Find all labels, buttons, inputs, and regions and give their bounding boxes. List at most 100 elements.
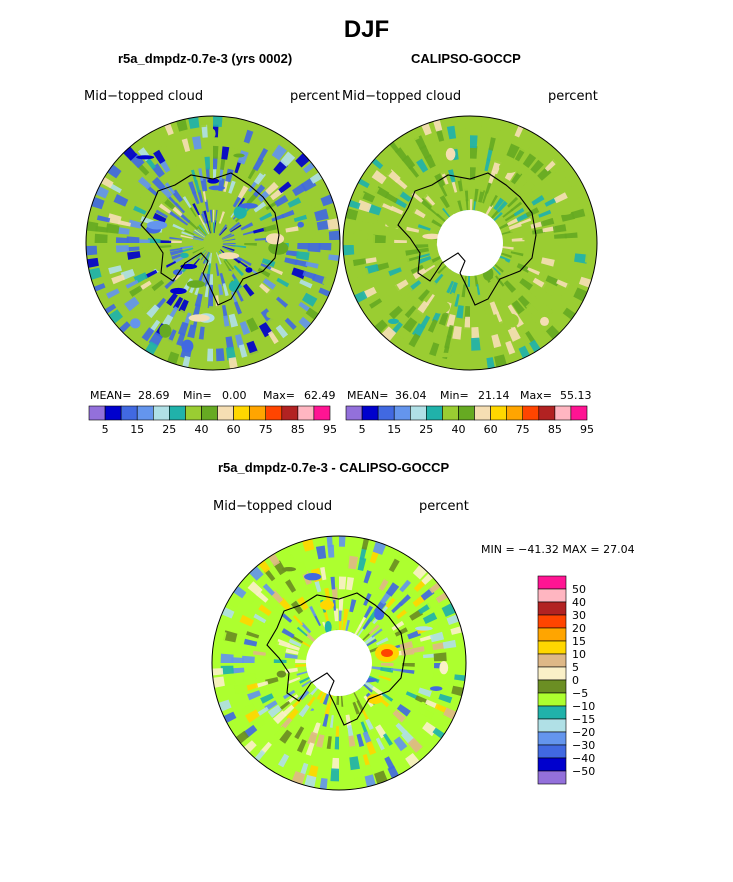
field-patch	[390, 205, 404, 215]
colorbar-tick-label: 25	[162, 423, 176, 436]
colorbar-tick-label: 50	[572, 583, 586, 596]
field-patch	[432, 150, 444, 165]
field-patch	[381, 692, 394, 702]
field-patch	[389, 184, 403, 197]
colorbar-tick-label: 60	[227, 423, 241, 436]
colorbar-tick-label: 5	[102, 423, 109, 436]
field-patch	[204, 199, 209, 213]
field-patch	[106, 288, 120, 299]
field-patch	[125, 279, 139, 289]
field-patch	[310, 698, 320, 712]
panel1-min-label: Min=	[183, 389, 212, 402]
field-patch	[318, 623, 326, 636]
field-patch	[333, 608, 339, 622]
field-patch	[339, 597, 344, 611]
field-patch	[113, 194, 129, 207]
field-patch	[375, 737, 385, 751]
field-patch	[202, 222, 210, 235]
field-patch	[457, 200, 464, 214]
field-patch	[331, 587, 338, 601]
field-patch	[363, 605, 373, 619]
field-blob	[324, 621, 332, 634]
field-patch	[231, 667, 245, 674]
field-patch	[585, 230, 597, 241]
field-patch	[335, 726, 339, 739]
field-patch	[200, 178, 208, 192]
colorbar-tick-label: 40	[195, 423, 209, 436]
field-patch	[584, 254, 597, 265]
field-patch	[242, 673, 257, 682]
field-patch	[195, 227, 206, 237]
field-blob	[430, 686, 443, 691]
field-patch	[489, 194, 498, 207]
field-blob	[228, 280, 240, 292]
field-patch	[339, 536, 346, 547]
field-patch	[305, 261, 319, 269]
field-patch	[396, 704, 411, 717]
field-patch	[86, 245, 98, 256]
field-patch	[574, 253, 588, 264]
field-patch	[213, 305, 221, 319]
colorbar-tick-label: 85	[291, 423, 305, 436]
field-patch	[531, 195, 545, 206]
field-patch	[254, 237, 268, 241]
panel2-units: percent	[548, 89, 598, 104]
field-patch	[380, 202, 394, 211]
field-blob	[439, 661, 449, 675]
field-patch	[169, 236, 182, 240]
colorbar-tick-label: −5	[572, 687, 588, 700]
field-patch	[319, 778, 328, 790]
field-patch	[94, 233, 108, 243]
field-patch	[359, 602, 368, 616]
field-patch	[295, 659, 308, 663]
field-blob	[445, 147, 456, 161]
field-patch	[318, 243, 332, 251]
field-patch	[308, 629, 319, 641]
field-patch	[285, 250, 299, 257]
field-patch	[222, 245, 235, 252]
field-patch	[327, 544, 335, 558]
field-patch	[181, 355, 191, 370]
field-patch	[495, 311, 504, 325]
field-patch	[191, 234, 204, 241]
field-patch	[219, 211, 225, 224]
field-patch	[225, 168, 234, 183]
field-patch	[293, 214, 307, 222]
field-patch	[530, 159, 544, 174]
field-patch	[238, 260, 250, 269]
field-blob	[245, 267, 253, 273]
field-patch	[339, 619, 342, 632]
colorbar-tick-label: 15	[130, 423, 144, 436]
field-patch	[276, 638, 291, 648]
field-patch	[126, 236, 140, 243]
field-patch	[522, 153, 537, 168]
field-patch	[193, 231, 205, 239]
colorbar-swatch	[537, 718, 567, 733]
field-blob	[374, 608, 385, 621]
field-patch	[571, 208, 586, 219]
field-patch	[184, 253, 196, 262]
field-patch	[128, 219, 142, 229]
colorbar-swatch	[537, 731, 567, 746]
field-patch	[476, 167, 484, 181]
field-patch	[95, 225, 109, 233]
colorbar-tick-label: 0	[572, 674, 579, 687]
colorbar-swatch	[570, 405, 588, 421]
field-patch	[285, 579, 297, 593]
field-patch	[116, 226, 130, 235]
field-patch	[221, 232, 234, 239]
field-patch	[175, 309, 185, 323]
field-patch	[194, 179, 201, 193]
field-patch	[265, 289, 280, 304]
coastline	[140, 172, 280, 306]
field-patch	[361, 632, 372, 642]
field-patch	[280, 166, 293, 179]
field-blob	[297, 221, 305, 228]
field-patch	[406, 226, 420, 233]
field-patch	[192, 191, 200, 205]
field-blob	[208, 185, 225, 191]
field-patch	[386, 154, 401, 169]
field-patch	[220, 157, 226, 170]
field-patch	[533, 243, 546, 247]
field-patch	[463, 327, 470, 341]
